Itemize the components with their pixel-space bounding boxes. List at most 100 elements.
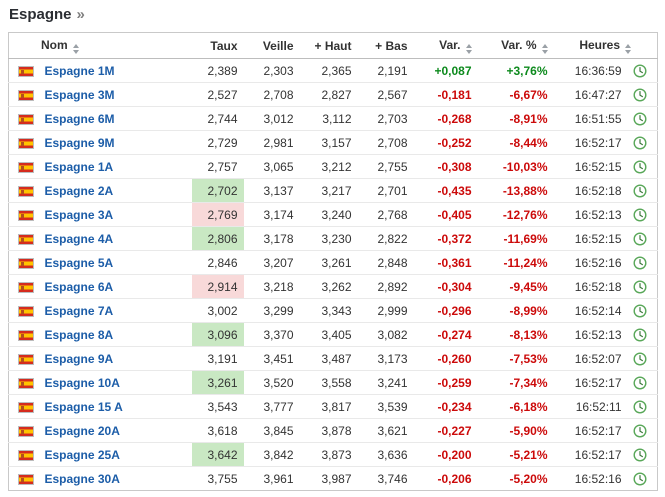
bas-cell: 2,848	[357, 250, 414, 275]
clock-cell	[627, 322, 658, 347]
var-pct-cell: -11,69%	[477, 226, 554, 251]
spain-flag-icon	[17, 401, 34, 413]
column-header-var-pct[interactable]: Var. %	[477, 32, 554, 59]
instrument-link[interactable]: Espagne 6A	[44, 279, 114, 294]
clock-icon[interactable]	[633, 232, 647, 246]
table-row: Espagne 3A 2,769 3,174 3,240 2,768 -0,405 -12,…	[8, 202, 658, 227]
table-row: Espagne 30A 3,755 3,961 3,987 3,746 -0,206 -5,…	[8, 466, 658, 491]
heures-cell: 16:52:16	[553, 466, 628, 491]
clock-icon[interactable]	[633, 304, 647, 318]
column-header-heures[interactable]: Heures	[553, 32, 658, 59]
table-row: Espagne 3M 2,527 2,708 2,827 2,567 -0,181 -6,6…	[8, 82, 658, 107]
clock-icon[interactable]	[633, 208, 647, 222]
instrument-link[interactable]: Espagne 20A	[44, 423, 120, 438]
taux-cell: 2,769	[191, 202, 244, 227]
haut-cell: 2,365	[299, 58, 358, 83]
instrument-link[interactable]: Espagne 25A	[44, 447, 120, 462]
heures-cell: 16:52:15	[553, 154, 628, 179]
clock-icon[interactable]	[633, 112, 647, 126]
clock-icon[interactable]	[633, 400, 647, 414]
instrument-link[interactable]: Espagne 30A	[44, 471, 120, 486]
clock-cell	[627, 202, 658, 227]
table-row: Espagne 2A 2,702 3,137 3,217 2,701 -0,435 -13,…	[8, 178, 658, 203]
spain-flag-icon	[17, 137, 34, 149]
clock-cell	[627, 226, 658, 251]
instrument-link[interactable]: Espagne 2A	[44, 183, 114, 198]
sort-arrows-icon	[465, 43, 472, 54]
taux-cell: 3,261	[191, 370, 244, 395]
table-row: Espagne 4A 2,806 3,178 3,230 2,822 -0,372 -11,…	[8, 226, 658, 251]
clock-icon[interactable]	[633, 160, 647, 174]
instrument-link[interactable]: Espagne 3A	[44, 207, 114, 222]
clock-icon[interactable]	[633, 184, 647, 198]
clock-cell	[627, 82, 658, 107]
clock-icon[interactable]	[633, 64, 647, 78]
heures-cell: 16:52:15	[553, 226, 628, 251]
clock-cell	[627, 298, 658, 323]
bas-cell: 2,703	[357, 106, 414, 131]
column-header-label: Taux	[210, 38, 238, 53]
column-header-var[interactable]: Var.	[413, 32, 478, 59]
clock-icon[interactable]	[633, 424, 647, 438]
column-header-label: Nom	[41, 37, 68, 52]
taux-cell: 2,744	[191, 106, 244, 131]
haut-cell: 3,217	[299, 178, 358, 203]
spain-flag-icon	[17, 281, 34, 293]
var-pct-cell: -8,91%	[477, 106, 554, 131]
spain-flag-icon	[17, 113, 34, 125]
var-pct-cell: -5,90%	[477, 418, 554, 443]
taux-cell: 2,527	[191, 82, 244, 107]
clock-icon[interactable]	[633, 472, 647, 486]
section-title-link[interactable]: Espagne»	[9, 6, 85, 23]
instrument-link[interactable]: Espagne 7A	[44, 303, 114, 318]
spain-flag-icon	[17, 425, 34, 437]
spain-flag-icon	[17, 185, 34, 197]
instrument-link[interactable]: Espagne 4A	[44, 231, 114, 246]
flag-cell	[8, 442, 39, 467]
clock-icon[interactable]	[633, 280, 647, 294]
var-cell: -0,206	[413, 466, 478, 491]
clock-cell	[627, 394, 658, 419]
instrument-link[interactable]: Espagne 1M	[44, 63, 115, 78]
bas-cell: 3,746	[357, 466, 414, 491]
bas-cell: 2,191	[357, 58, 414, 83]
var-cell: -0,200	[413, 442, 478, 467]
clock-icon[interactable]	[633, 136, 647, 150]
heures-cell: 16:52:13	[553, 202, 628, 227]
instrument-link[interactable]: Espagne 9A	[44, 351, 114, 366]
clock-cell	[627, 418, 658, 443]
name-cell: Espagne 15 A	[38, 394, 192, 419]
instrument-link[interactable]: Espagne 9M	[44, 135, 115, 150]
instrument-link[interactable]: Espagne 3M	[44, 87, 115, 102]
instrument-link[interactable]: Espagne 6M	[44, 111, 115, 126]
sort-arrows-icon	[72, 43, 79, 54]
column-header-nom[interactable]: Nom	[8, 32, 192, 59]
instrument-link[interactable]: Espagne 8A	[44, 327, 114, 342]
clock-icon[interactable]	[633, 448, 647, 462]
instrument-link[interactable]: Espagne 5A	[44, 255, 114, 270]
haut-cell: 3,558	[299, 370, 358, 395]
veille-cell: 3,520	[243, 370, 300, 395]
clock-cell	[627, 178, 658, 203]
name-cell: Espagne 3M	[38, 82, 192, 107]
bas-cell: 2,755	[357, 154, 414, 179]
instrument-link[interactable]: Espagne 10A	[44, 375, 120, 390]
name-cell: Espagne 9M	[38, 130, 192, 155]
clock-icon[interactable]	[633, 376, 647, 390]
bas-cell: 2,768	[357, 202, 414, 227]
clock-icon[interactable]	[633, 328, 647, 342]
bonds-table: Nom Taux Veille + Haut + Bas Var.	[8, 32, 659, 491]
taux-cell: 2,702	[191, 178, 244, 203]
instrument-link[interactable]: Espagne 15 A	[44, 399, 123, 414]
name-cell: Espagne 10A	[38, 370, 192, 395]
clock-icon[interactable]	[633, 88, 647, 102]
clock-icon[interactable]	[633, 352, 647, 366]
clock-icon[interactable]	[633, 256, 647, 270]
instrument-link[interactable]: Espagne 1A	[44, 159, 114, 174]
heures-cell: 16:52:16	[553, 250, 628, 275]
heures-cell: 16:52:11	[553, 394, 628, 419]
veille-cell: 3,218	[243, 274, 300, 299]
name-cell: Espagne 25A	[38, 442, 192, 467]
var-cell: -0,259	[413, 370, 478, 395]
column-header-label: + Haut	[314, 38, 352, 53]
